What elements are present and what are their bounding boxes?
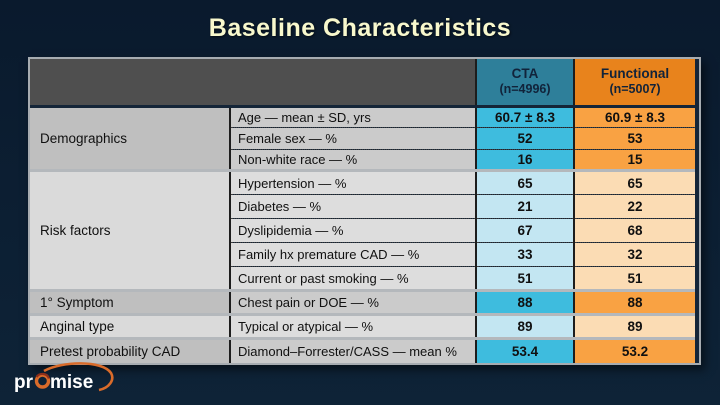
logo-swirl-tail [35, 372, 50, 379]
row-label-cell: Diamond–Forrester/CASS — mean % [229, 337, 476, 363]
row-label-cell: Current or past smoking — % [229, 266, 476, 291]
row-label-cell: Chest pain or DOE — % [229, 289, 476, 315]
functional-value-cell: 89 [573, 313, 695, 339]
cta-value-cell: 65 [475, 169, 574, 195]
promise-logo-graphic: pr mise [14, 362, 114, 393]
promise-logo: pr mise [10, 360, 130, 400]
cta-value-cell: 21 [475, 194, 574, 219]
row-label-cell: Dyslipidemia — % [229, 218, 476, 243]
logo-text-pre: pr [14, 372, 34, 393]
table-row: Demographics Age — mean ± SD, yrs 60.7 ± 8… [30, 106, 695, 171]
cta-value-cell: 60.7 ± 8.3 [475, 106, 574, 128]
row-label-cell: Female sex — % [229, 127, 476, 150]
row-label-cell: Age — mean ± SD, yrs [229, 106, 476, 128]
functional-column-title: Functional [600, 65, 670, 81]
group-cell: Anginal type [30, 313, 230, 339]
group-cell: Risk factors [30, 169, 230, 291]
table-row: 1° Symptom Chest pain or DOE — % 88 88 [30, 289, 695, 315]
table-row: Female sex — % 52 53 [30, 127, 695, 150]
group-cell: Demographics [30, 106, 230, 171]
functional-value-cell: 68 [573, 218, 695, 243]
cta-value-cell: 53.4 [475, 337, 574, 363]
cta-value-cell: 52 [475, 127, 574, 150]
table-row: Pretest probability CAD Diamond–Forrester… [30, 337, 695, 363]
row-label-cell: Diabetes — % [229, 194, 476, 219]
page-title: Baseline Characteristics [208, 14, 512, 42]
table-row: Family hx premature CAD — % 33 32 [30, 242, 695, 267]
functional-value-cell: 22 [573, 194, 695, 219]
functional-value-cell: 65 [573, 169, 695, 195]
functional-value-cell: 53.2 [573, 337, 695, 363]
functional-value-cell: 60.9 ± 8.3 [573, 106, 695, 128]
group-cell: Pretest probability CAD [30, 337, 230, 363]
row-label-cell: Family hx premature CAD — % [229, 242, 476, 267]
data-table: CTA (n=4996) Functional (n=5007) Demogra… [30, 59, 695, 363]
table-row: Anginal type Typical or atypical — % 89 89 [30, 313, 695, 339]
header-cta-column: CTA (n=4996) [475, 59, 574, 108]
baseline-characteristics-table: CTA (n=4996) Functional (n=5007) Demogra… [28, 57, 701, 365]
table-row: Risk factors Hypertension — % 65 65 [30, 169, 695, 291]
header-functional-column: Functional (n=5007) [573, 59, 695, 108]
logo-swoosh-arc [43, 362, 114, 392]
logo-swirl-o-icon [34, 373, 51, 389]
row-label-cell: Hypertension — % [229, 169, 476, 195]
functional-value-cell: 15 [573, 148, 695, 171]
group-cell: 1° Symptom [30, 289, 230, 315]
cta-value-cell: 89 [475, 313, 574, 339]
table-row: Current or past smoking — % 51 51 [30, 266, 695, 291]
logo-text-post: mise [50, 372, 93, 393]
header-row: CTA (n=4996) Functional (n=5007) [30, 59, 695, 108]
functional-value-cell: 88 [573, 289, 695, 315]
functional-value-cell: 32 [573, 242, 695, 267]
cta-column-n: (n=4996) [499, 82, 551, 97]
row-label-cell: Typical or atypical — % [229, 313, 476, 339]
cta-value-cell: 88 [475, 289, 574, 315]
table-row: Diabetes — % 21 22 [30, 194, 695, 219]
functional-column-n: (n=5007) [609, 82, 661, 97]
header-spacer-cell [30, 59, 476, 108]
row-label-cell: Non-white race — % [229, 148, 476, 171]
cta-value-cell: 67 [475, 218, 574, 243]
cta-column-title: CTA [511, 65, 539, 81]
table-row: Non-white race — % 16 15 [30, 148, 695, 171]
cta-value-cell: 33 [475, 242, 574, 267]
cta-value-cell: 16 [475, 148, 574, 171]
cta-value-cell: 51 [475, 266, 574, 291]
table-row: Dyslipidemia — % 67 68 [30, 218, 695, 243]
functional-value-cell: 53 [573, 127, 695, 150]
functional-value-cell: 51 [573, 266, 695, 291]
